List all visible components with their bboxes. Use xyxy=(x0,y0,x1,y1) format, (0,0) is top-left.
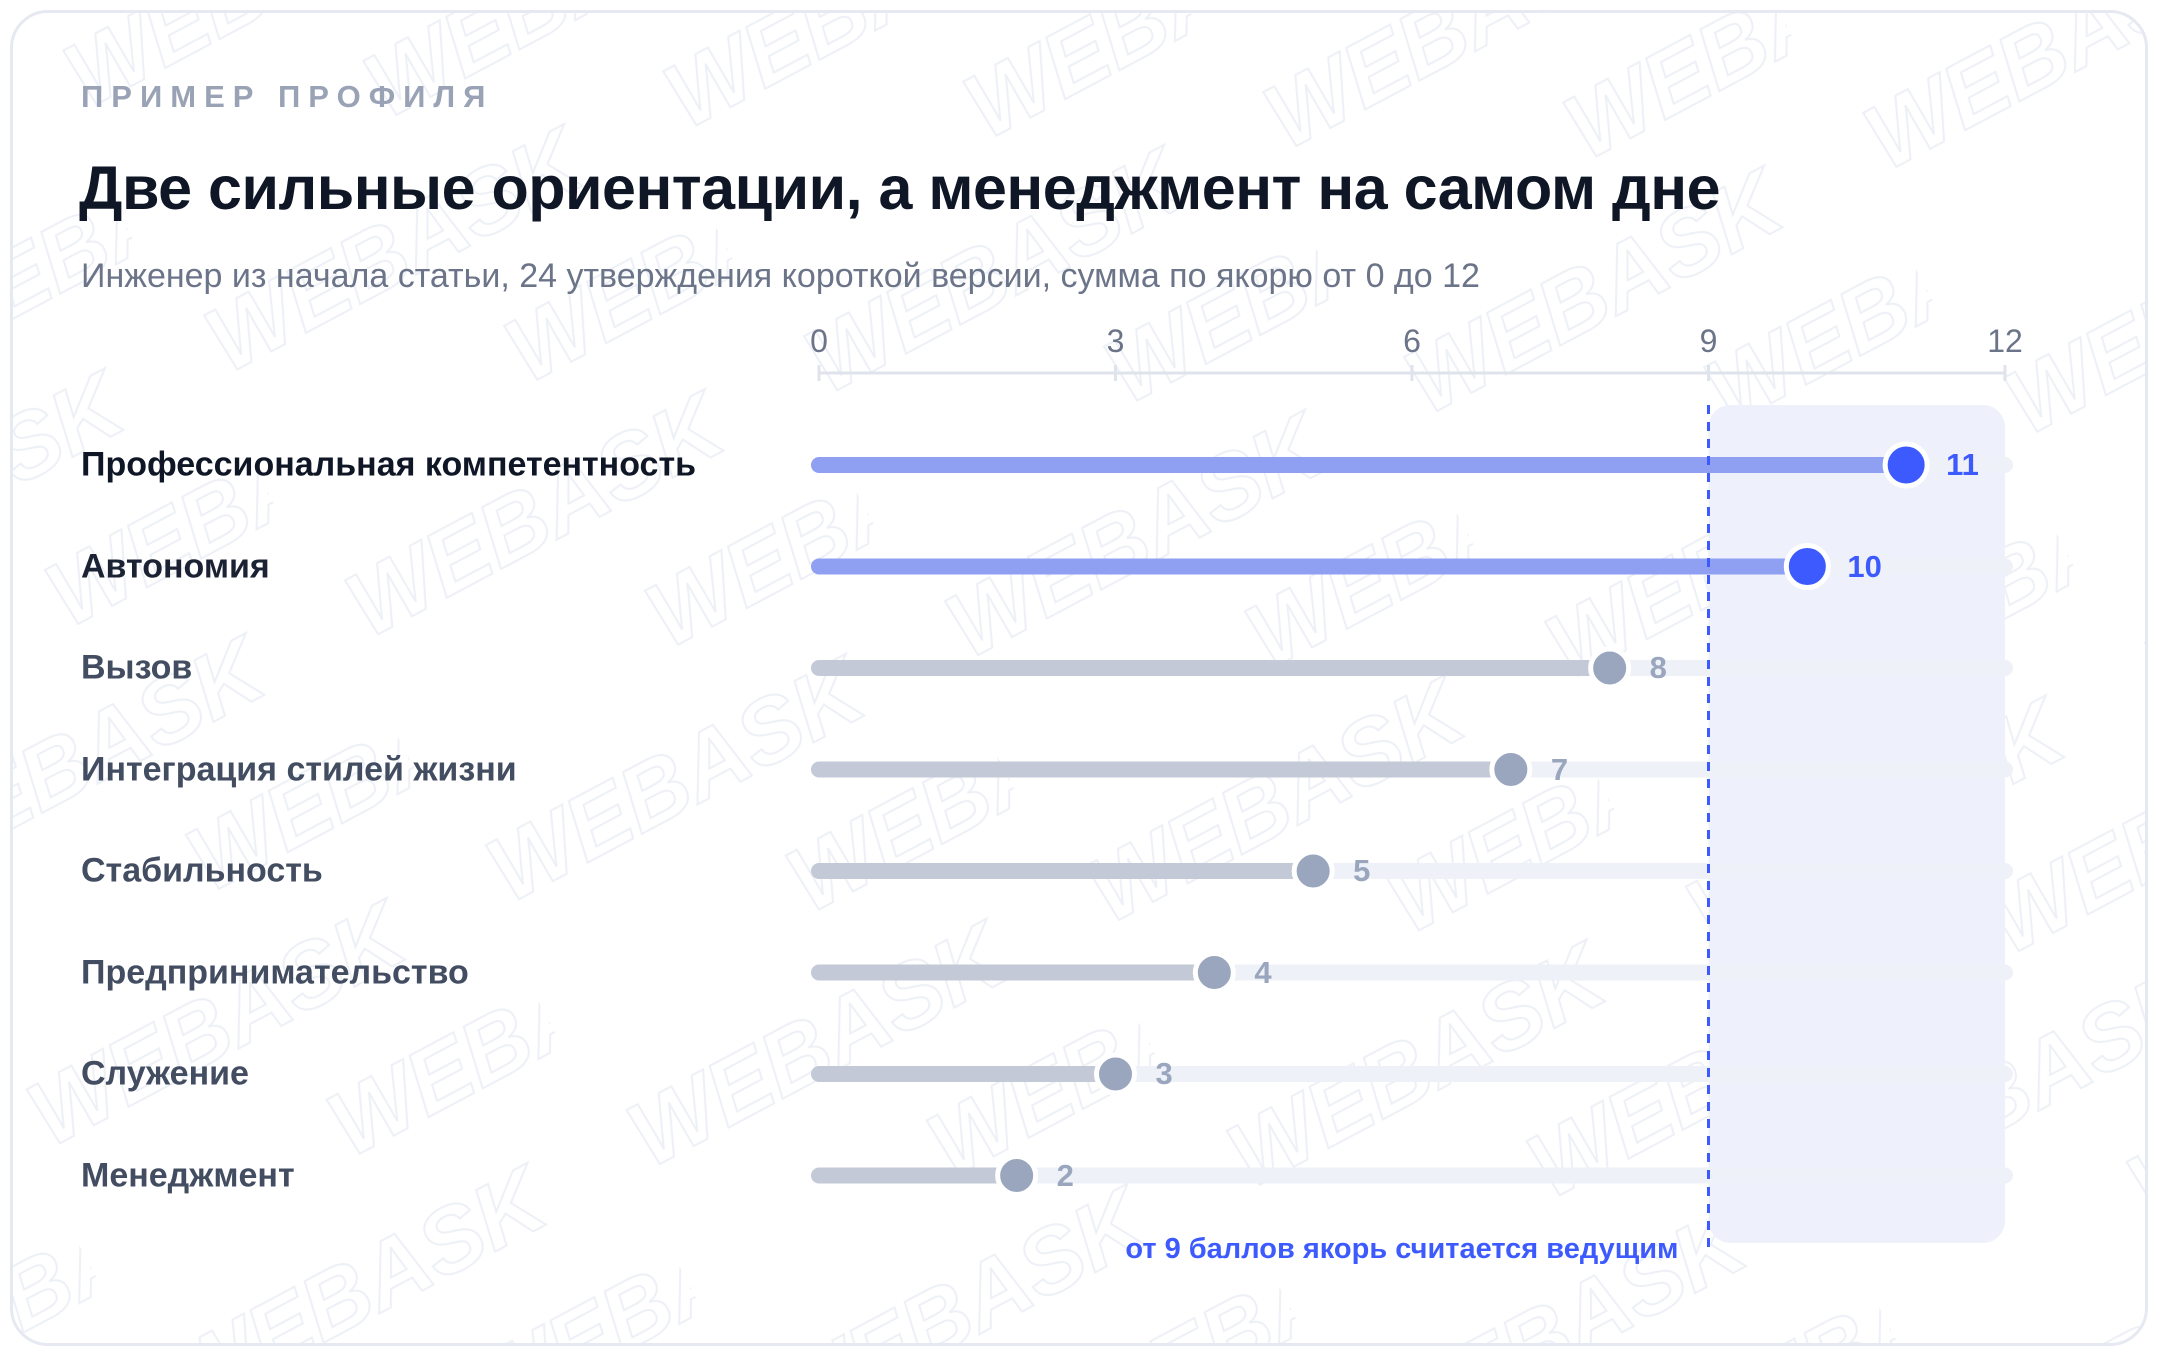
bar-dot xyxy=(1882,441,1930,489)
category-label: Интеграция стилей жизни xyxy=(81,750,517,788)
chart-subtitle: Инженер из начала статьи, 24 утверждения… xyxy=(81,257,1480,295)
x-tick-label: 12 xyxy=(1987,323,2023,359)
leading-zone xyxy=(1708,405,2005,1243)
data-label: 8 xyxy=(1649,650,1667,685)
x-tick-label: 3 xyxy=(1106,323,1125,359)
eyebrow-label: ПРИМЕР ПРОФИЛЯ xyxy=(81,79,494,114)
category-label: Предпринимательство xyxy=(81,953,469,991)
chart-title: Две сильные ориентации, а менеджмент на … xyxy=(79,154,1721,222)
data-label: 4 xyxy=(1254,954,1272,990)
bar-dot xyxy=(995,1154,1039,1197)
category-label: Стабильность xyxy=(81,851,323,890)
x-tick-label: 9 xyxy=(1699,323,1718,359)
category-label: Менеджмент xyxy=(81,1156,295,1194)
x-tick-label: 6 xyxy=(1403,323,1421,359)
data-label: 2 xyxy=(1056,1157,1074,1193)
data-label: 3 xyxy=(1155,1056,1173,1091)
category-label: Вызов xyxy=(81,648,193,687)
lollipop-chart xyxy=(811,365,2013,1249)
bar-dot xyxy=(1291,849,1335,893)
category-label: Автономия xyxy=(81,547,270,585)
category-label: Профессиональная компетентность xyxy=(81,445,697,484)
chart-card: WEBASK WEBASK ПРИМЕР ПРОФИЛЯ Две сильные… xyxy=(10,10,2148,1346)
data-label: 7 xyxy=(1550,751,1569,787)
bar-dot xyxy=(1094,1052,1137,1096)
threshold-note: от 9 баллов якорь считается ведущим xyxy=(1125,1233,1679,1265)
data-label: 11 xyxy=(1946,447,1979,482)
bar-dot xyxy=(1588,646,1632,690)
data-label: 5 xyxy=(1353,853,1371,888)
bar-dot xyxy=(1192,951,1236,994)
x-tick-label: 0 xyxy=(810,323,828,359)
data-label: 10 xyxy=(1847,548,1882,584)
bar-dot xyxy=(1489,748,1533,791)
category-label: Служение xyxy=(81,1054,249,1093)
bar-dot xyxy=(1783,543,1831,590)
